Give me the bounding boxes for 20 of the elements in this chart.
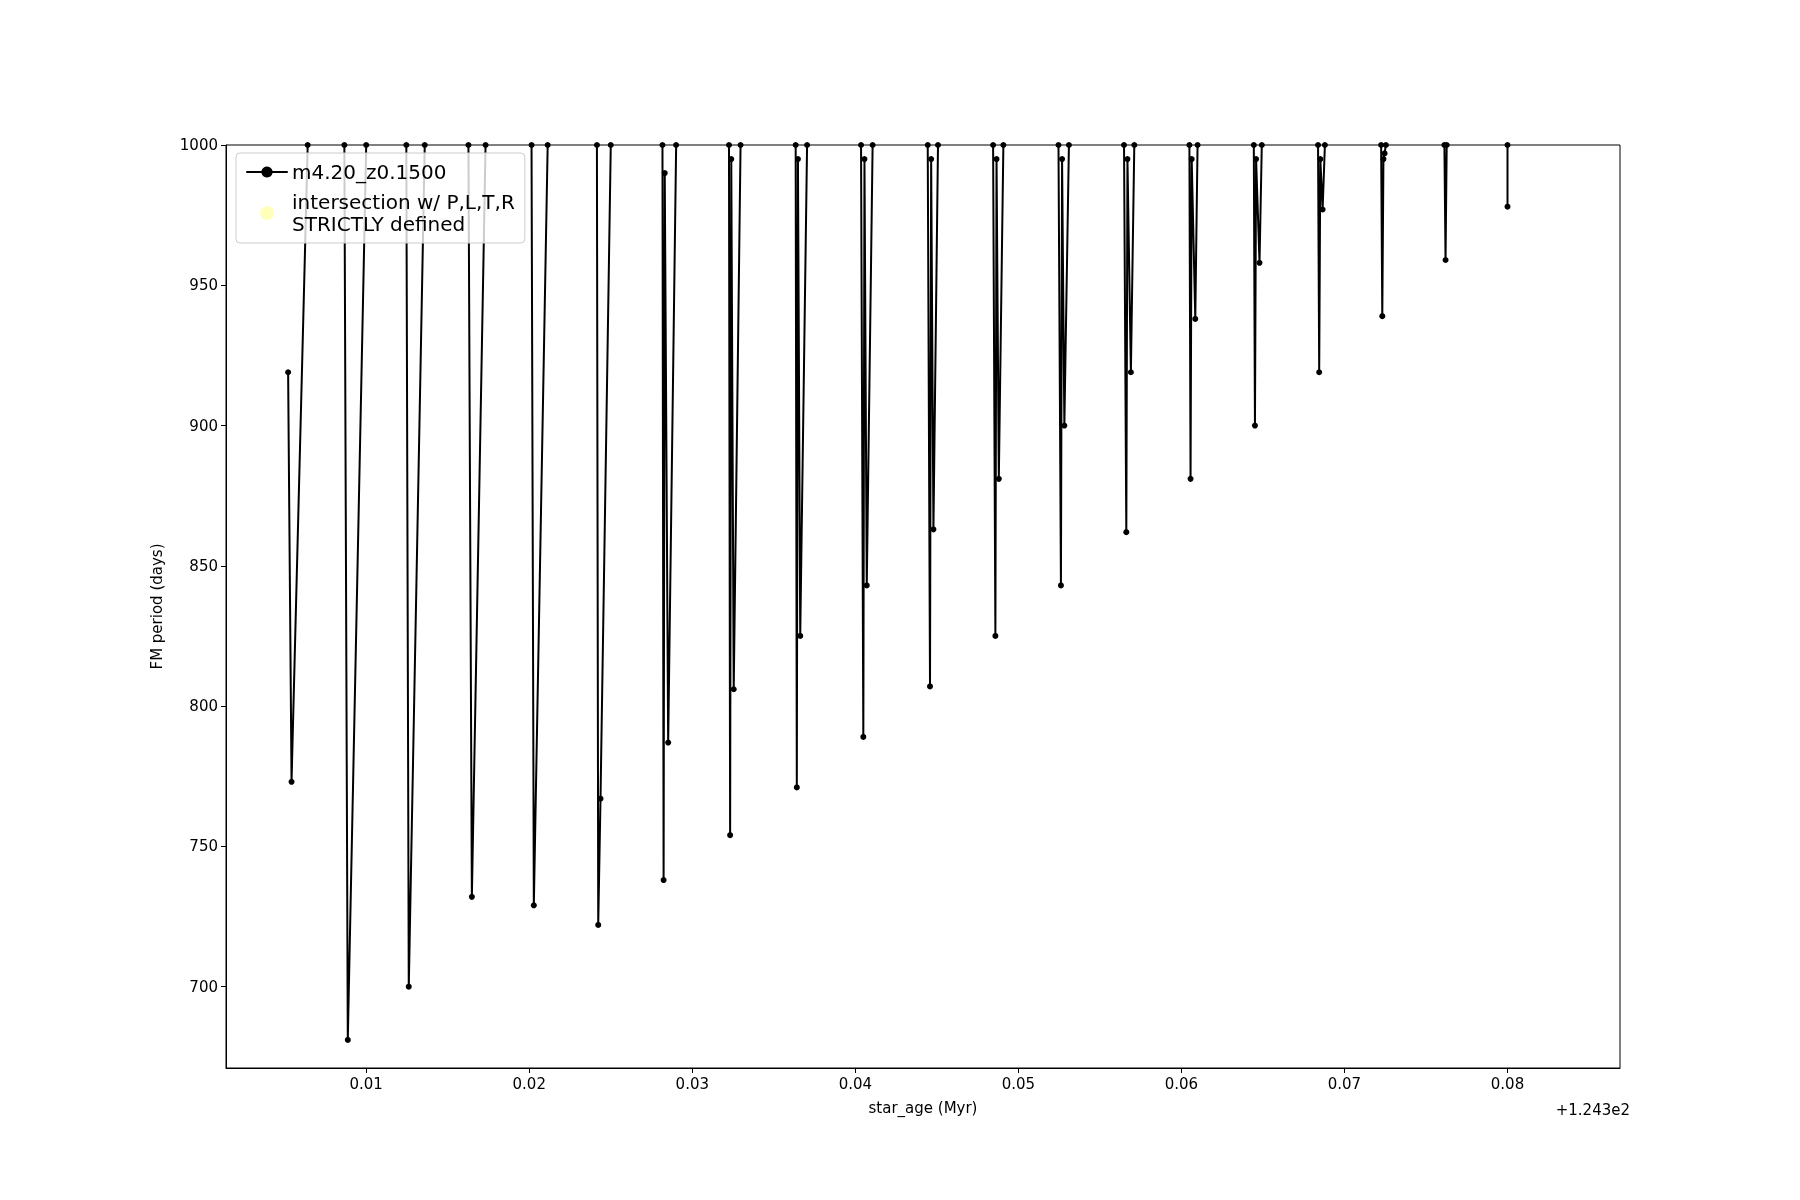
y-tick-label: 950 xyxy=(189,276,218,295)
x-tick-label: 0.06 xyxy=(1164,1074,1199,1093)
x-axis-title: star_age (Myr) xyxy=(868,1098,978,1118)
x-tick-label: 0.03 xyxy=(675,1074,709,1093)
x-tick-label: 0.01 xyxy=(349,1074,383,1093)
y-tick-label: 750 xyxy=(189,837,218,856)
x-tick-label: 0.04 xyxy=(838,1074,873,1093)
legend-label: intersection w/ P,L,T,R STRICTLY defined xyxy=(292,190,515,236)
y-tick-label: 1000 xyxy=(179,136,218,154)
x-tick-label: 0.05 xyxy=(1001,1074,1036,1093)
y-tick-label: 900 xyxy=(189,416,218,435)
x-tick-label: 0.02 xyxy=(512,1074,546,1093)
legend-label: m4.20_z0.1500 xyxy=(292,160,447,184)
x-tick-label: 0.07 xyxy=(1327,1074,1362,1093)
y-tick-label: 700 xyxy=(189,977,218,996)
y-tick-label: 850 xyxy=(189,556,218,575)
y-tick-label: 800 xyxy=(189,697,218,716)
x-tick-label: 0.08 xyxy=(1490,1074,1525,1093)
text: +1.243e2 xyxy=(1555,1100,1631,1119)
y-axis-title: FM period (days) xyxy=(147,543,166,670)
